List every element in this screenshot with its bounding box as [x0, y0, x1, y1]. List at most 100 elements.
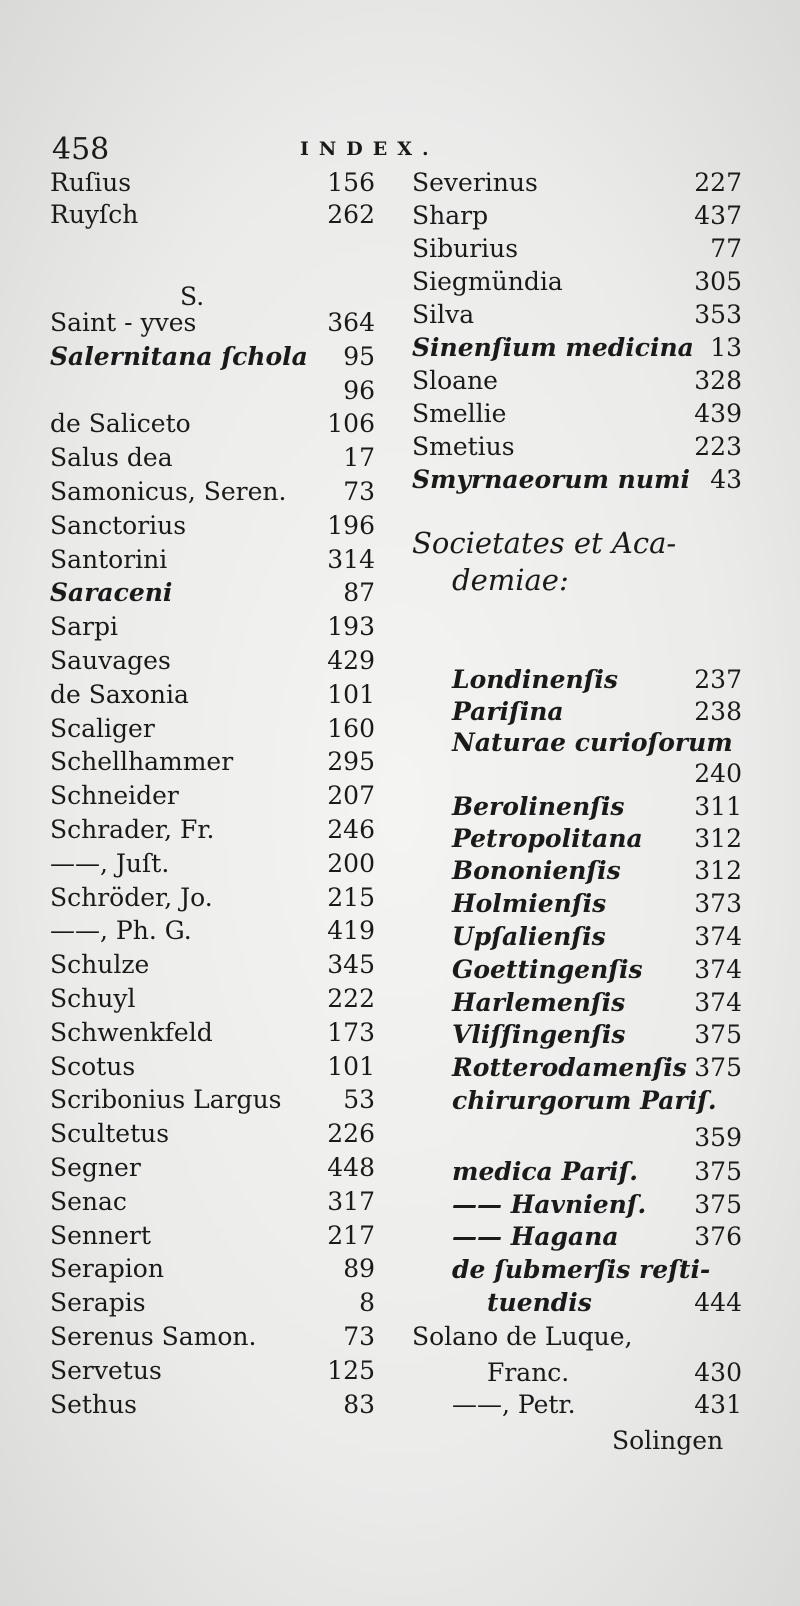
- entry-page: 83: [343, 1390, 375, 1419]
- entry-term: Silva: [412, 300, 475, 329]
- entry-page: 95: [343, 342, 375, 371]
- entry-term: Societates et Aca-: [412, 526, 677, 560]
- entry-page: 345: [327, 950, 375, 979]
- entry-term: Londinenſis: [452, 665, 618, 694]
- entry-term: Petropolitana: [452, 824, 643, 853]
- entry-page: 77: [710, 234, 742, 263]
- entry-page: 448: [327, 1153, 375, 1182]
- entry-page: 431: [694, 1390, 742, 1419]
- entry-page: 87: [343, 578, 375, 607]
- entry-term: demiae:: [452, 563, 569, 597]
- entry-page: 240: [694, 759, 742, 788]
- entry-page: 312: [694, 824, 742, 853]
- entry-page: 89: [343, 1254, 375, 1283]
- entry-page: 96: [343, 376, 375, 405]
- entry-page: 238: [694, 697, 742, 726]
- entry-page: 193: [327, 612, 375, 641]
- entry-term: Saraceni: [50, 578, 173, 607]
- entry-page: 262: [327, 200, 375, 229]
- entry-term: Severinus: [412, 168, 538, 197]
- entry-page: 374: [694, 955, 742, 984]
- entry-term: ——, Petr.: [452, 1390, 576, 1419]
- entry-page: 73: [343, 477, 375, 506]
- entry-page: 173: [327, 1018, 375, 1047]
- entry-page: 314: [327, 545, 375, 574]
- entry-term: Saint - yves: [50, 308, 197, 337]
- entry-page: 295: [327, 747, 375, 776]
- catchword-text: Solingen: [612, 1426, 724, 1455]
- entry-page: 215: [327, 883, 375, 912]
- entry-term: S.: [180, 282, 205, 311]
- entry-term: Naturae curioſorum: [452, 728, 733, 757]
- entry-page: 237: [694, 665, 742, 694]
- entry-term: Smellie: [412, 399, 507, 428]
- entry-term: Upſalienſis: [452, 922, 606, 951]
- entry-page: 317: [327, 1187, 375, 1216]
- entry-page: 311: [694, 792, 742, 821]
- entry-term: Senac: [50, 1187, 127, 1216]
- entry-term: ——, Ph. G.: [50, 916, 192, 945]
- entry-term: Salernitana ſchola: [50, 342, 308, 371]
- entry-page: 429: [327, 646, 375, 675]
- entry-term: Siburius: [412, 234, 519, 263]
- entry-term: Sethus: [50, 1390, 137, 1419]
- entry-term: de Saliceto: [50, 409, 191, 438]
- entry-term: Bononienſis: [452, 856, 621, 885]
- entry-term: ——, Juſt.: [50, 849, 170, 878]
- entry-page: 8: [359, 1288, 375, 1317]
- entry-page: 373: [694, 889, 742, 918]
- entry-term: Schneider: [50, 781, 179, 810]
- entry-term: Ruyſch: [50, 200, 139, 229]
- page-number: 458: [52, 132, 110, 167]
- entry-term: Rotterodamenſis: [452, 1053, 687, 1082]
- entry-term: Schuyl: [50, 984, 136, 1013]
- entry-term: Servetus: [50, 1356, 162, 1385]
- entry-term: —— Hagana: [452, 1222, 619, 1251]
- entry-term: Scotus: [50, 1052, 136, 1081]
- entry-page: 226: [327, 1119, 375, 1148]
- entry-page: 376: [694, 1222, 742, 1251]
- entry-page: 101: [327, 1052, 375, 1081]
- entry-term: Pariſina: [452, 697, 564, 726]
- entry-term: tuendis: [487, 1288, 592, 1317]
- entry-term: Schwenkfeld: [50, 1018, 213, 1047]
- entry-page: 328: [694, 366, 742, 395]
- entry-page: 375: [694, 1020, 742, 1049]
- entry-term: Salus dea: [50, 443, 173, 472]
- entry-term: Sanctorius: [50, 511, 187, 540]
- entry-term: chirurgorum Pariſ.: [452, 1086, 717, 1115]
- entry-term: Berolinenſis: [452, 792, 625, 821]
- entry-page: 374: [694, 922, 742, 951]
- entry-page: 223: [694, 432, 742, 461]
- entry-term: Samonicus, Seren.: [50, 477, 287, 506]
- entry-page: 160: [327, 714, 375, 743]
- entry-term: Harlemenſis: [452, 988, 626, 1017]
- entry-term: Schulze: [50, 950, 150, 979]
- entry-page: 13: [710, 333, 742, 362]
- entry-page: 200: [327, 849, 375, 878]
- entry-term: Serenus Samon.: [50, 1322, 257, 1351]
- entry-page: 359: [694, 1123, 742, 1152]
- entry-page: 246: [327, 815, 375, 844]
- entry-term: Schröder, Jo.: [50, 883, 213, 912]
- entry-page: 437: [694, 201, 742, 230]
- entry-term: Smyrnaeorum numi: [412, 465, 690, 494]
- entry-page: 312: [694, 856, 742, 885]
- entry-term: Scribonius Largus: [50, 1085, 282, 1114]
- entry-page: 374: [694, 988, 742, 1017]
- running-head: INDEX.: [300, 138, 439, 160]
- entry-term: Vliſſingenſis: [452, 1020, 626, 1049]
- entry-page: 364: [327, 308, 375, 337]
- entry-term: Smetius: [412, 432, 515, 461]
- entry-page: 106: [327, 409, 375, 438]
- entry-term: Segner: [50, 1153, 141, 1182]
- entry-term: Sarpi: [50, 612, 118, 641]
- entry-page: 101: [327, 680, 375, 709]
- entry-page: 207: [327, 781, 375, 810]
- entry-page: 444: [694, 1288, 742, 1317]
- entry-term: Serapis: [50, 1288, 146, 1317]
- entry-page: 375: [694, 1190, 742, 1219]
- entry-term: Holmienſis: [452, 889, 607, 918]
- entry-term: Scultetus: [50, 1119, 170, 1148]
- entry-page: 156: [327, 168, 375, 197]
